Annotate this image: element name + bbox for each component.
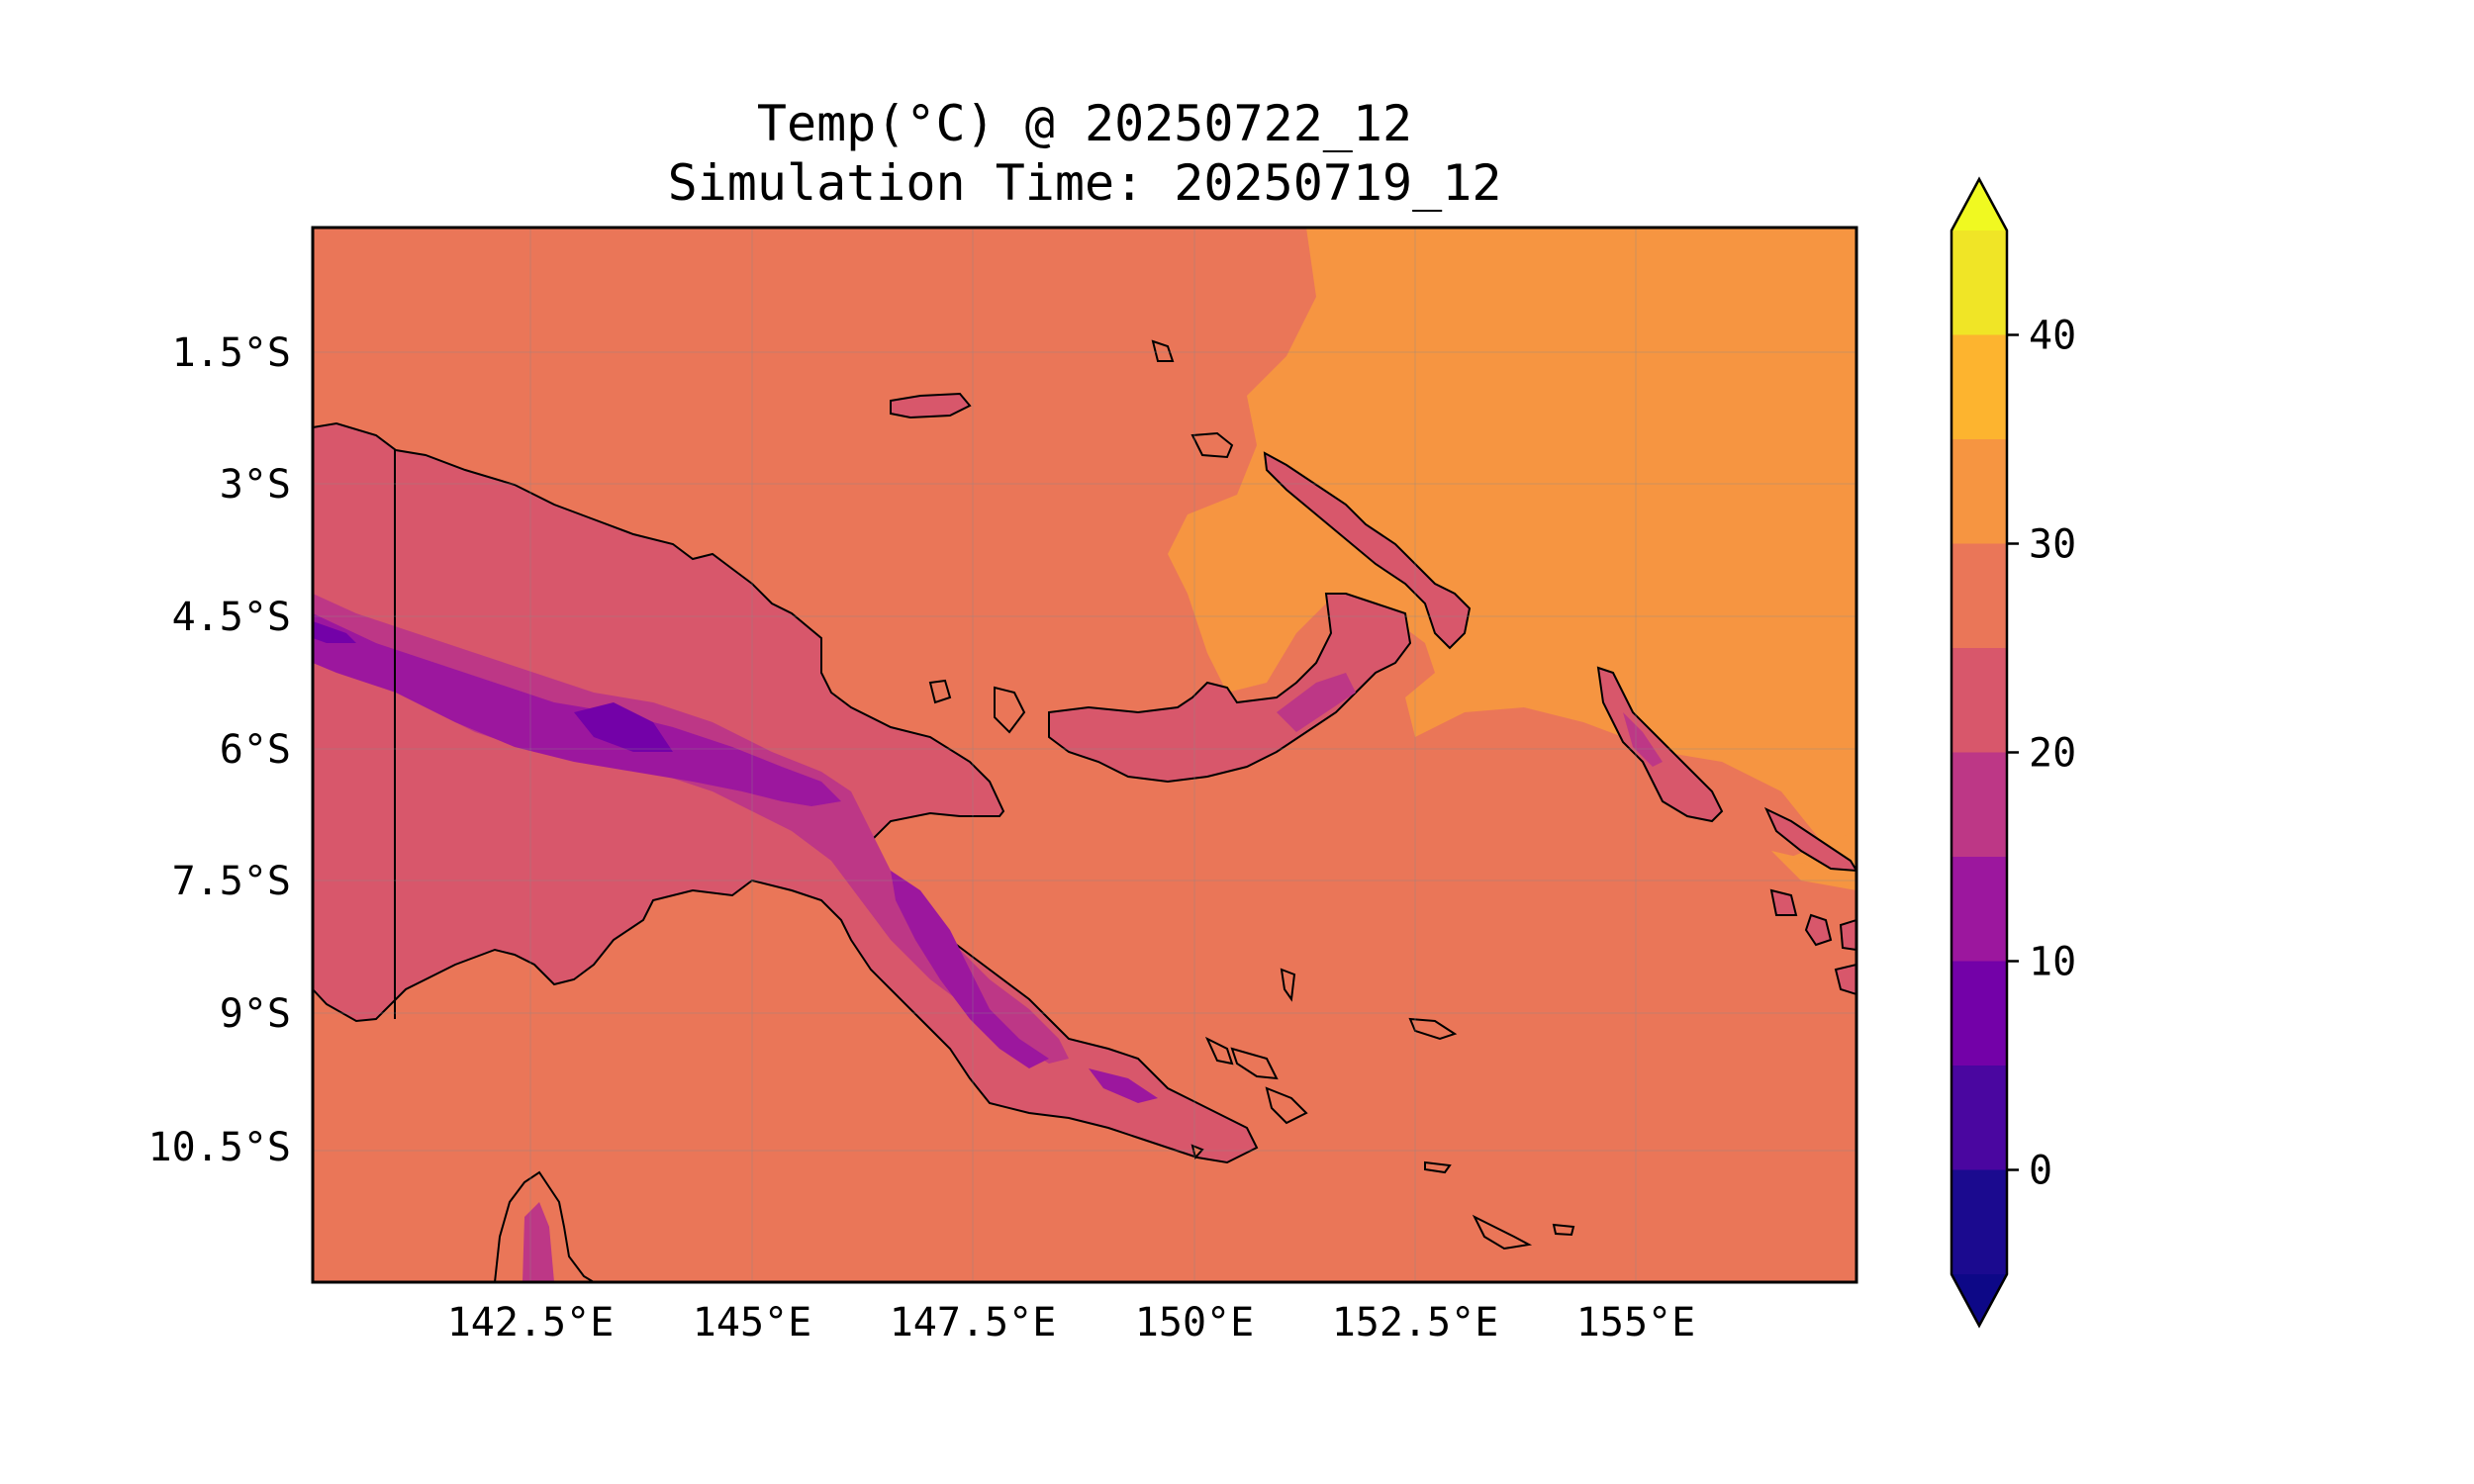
colorbar-segment xyxy=(1951,439,2007,544)
highland-contour-10-15 xyxy=(891,871,1049,1068)
island xyxy=(928,679,952,704)
colorbar-tick-label: 20 xyxy=(2029,731,2076,777)
colorbar-segment xyxy=(1951,648,2007,753)
bougainville-land xyxy=(1596,666,1724,823)
colorbar-segment xyxy=(1951,1066,2007,1170)
new-britain-highland xyxy=(1277,673,1356,732)
new-britain-land xyxy=(1048,593,1412,784)
colorbar-outline xyxy=(1950,176,2009,1329)
y-tick-label: 3°S xyxy=(220,462,291,508)
island xyxy=(1472,1214,1533,1251)
island xyxy=(1424,1160,1452,1174)
island xyxy=(1408,1017,1458,1041)
island xyxy=(1763,806,1856,873)
island xyxy=(1151,339,1175,362)
colorbar-segment xyxy=(1951,857,2007,962)
colorbar-tick-label: 30 xyxy=(2029,522,2076,568)
colorbar-segment xyxy=(1951,543,2007,648)
y-tick-label: 6°S xyxy=(220,727,291,773)
y-tick-label: 1.5°S xyxy=(172,330,291,376)
island xyxy=(1280,968,1296,1002)
island xyxy=(1204,1036,1234,1066)
island xyxy=(1804,913,1833,947)
x-tick-label: 152.5°E xyxy=(1332,1300,1499,1345)
y-tick-label: 7.5°S xyxy=(172,859,291,904)
island xyxy=(994,686,1026,734)
y-tick-label: 9°S xyxy=(220,991,291,1037)
island xyxy=(1769,888,1798,916)
bougainville-highland xyxy=(1623,712,1663,767)
highland-contour-5-10 xyxy=(574,702,673,752)
x-tick-label: 150°E xyxy=(1135,1300,1254,1345)
island xyxy=(1190,431,1234,459)
title-line-2: Simulation Time: 20250719_12 xyxy=(668,154,1502,212)
island xyxy=(1190,1144,1204,1160)
island xyxy=(1834,963,1856,996)
colorbar-segment xyxy=(1951,1169,2007,1274)
x-axis-ticks: 142.5°E 145°E 147.5°E 150°E 152.5°E 155°… xyxy=(447,1300,1696,1345)
x-tick-label: 155°E xyxy=(1576,1300,1695,1345)
colorbar-segment xyxy=(1951,334,2007,439)
map-panel xyxy=(313,228,1856,1282)
colorbar-extend-high xyxy=(1951,179,2007,231)
x-tick-label: 142.5°E xyxy=(447,1300,615,1345)
colorbar-segment xyxy=(1951,961,2007,1066)
y-tick-label: 10.5°S xyxy=(148,1125,292,1170)
y-tick-label: 4.5°S xyxy=(172,595,291,640)
island xyxy=(1230,1047,1279,1080)
manus-island xyxy=(890,392,972,419)
island xyxy=(1839,918,1856,952)
y-axis-ticks: 1.5°S 3°S 4.5°S 6°S 7.5°S 9°S 10.5°S xyxy=(148,330,292,1170)
island xyxy=(1265,1086,1308,1125)
highland-contour-5-10 xyxy=(313,621,356,643)
colorbar-segment xyxy=(1951,752,2007,857)
colorbar-segment xyxy=(1951,231,2007,335)
cape-york-contour xyxy=(523,1202,554,1282)
highland-contour-10-15 xyxy=(1089,1068,1158,1103)
island xyxy=(1552,1223,1575,1237)
map-frame xyxy=(311,226,1858,1284)
colorbar-tick-label: 0 xyxy=(2029,1149,2052,1194)
new-ireland-land xyxy=(1263,451,1472,650)
title-line-1: Temp(°C) @ 20250722_12 xyxy=(757,95,1412,152)
highland-contour-10-15 xyxy=(313,613,841,806)
colorbar-tick-label: 40 xyxy=(2029,314,2076,359)
x-tick-label: 145°E xyxy=(693,1300,811,1345)
colorbar-tick-label: 10 xyxy=(2029,940,2076,985)
colorbar-extend-low xyxy=(1951,1274,2007,1326)
colorbar: 0 10 20 30 40 xyxy=(1950,176,2076,1329)
x-tick-label: 147.5°E xyxy=(890,1300,1057,1345)
grid-lines xyxy=(313,228,1856,1282)
warm-ocean-region xyxy=(1168,228,1856,861)
